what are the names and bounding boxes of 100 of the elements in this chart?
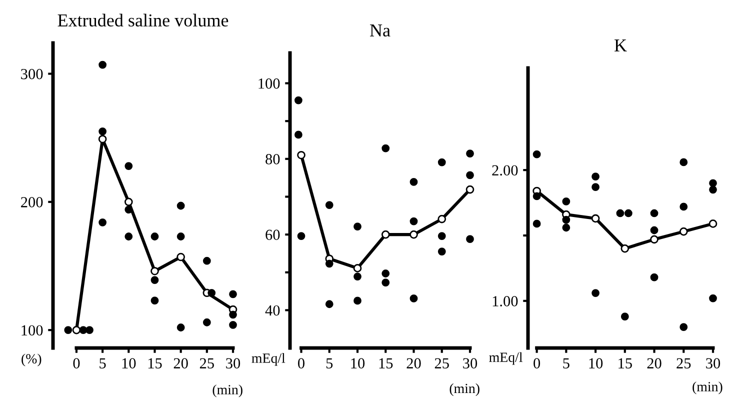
x-tick-label: 0 [298, 358, 304, 368]
point [466, 171, 474, 180]
point [562, 216, 570, 224]
y-tick-label: 300 [21, 68, 43, 80]
point [229, 310, 237, 319]
point [466, 235, 474, 244]
point [620, 312, 629, 321]
y-tick-label: 80 [266, 154, 280, 164]
point [592, 289, 600, 297]
x-axis-title: (min) [450, 383, 480, 396]
point [202, 318, 211, 326]
point [354, 296, 362, 305]
point [709, 294, 717, 302]
point [354, 272, 362, 280]
point [591, 214, 600, 223]
point [86, 326, 94, 334]
x-tick-label: 30 [706, 358, 720, 368]
point [382, 278, 390, 287]
point [325, 260, 334, 268]
point [438, 232, 446, 240]
point [79, 326, 88, 334]
point [708, 220, 718, 228]
point [98, 127, 107, 136]
x-tick-label: 0 [73, 358, 80, 368]
point [150, 296, 159, 305]
point [176, 324, 185, 332]
point [176, 252, 185, 262]
x-tick-label: 10 [122, 358, 136, 368]
point [709, 186, 717, 194]
point [64, 326, 72, 334]
point [124, 162, 133, 170]
y-axis-title: mEq/l [489, 352, 522, 365]
point [325, 300, 334, 308]
point [202, 256, 211, 265]
x-tick-label: 25 [200, 358, 214, 368]
x-tick-label: 20 [174, 358, 188, 368]
point [381, 230, 390, 239]
point [229, 320, 237, 329]
point [616, 209, 624, 218]
point [382, 144, 390, 152]
x-tick-label: 15 [618, 358, 632, 368]
point [592, 172, 600, 181]
point [410, 230, 418, 239]
y-tick-label: 2.00 [492, 165, 518, 176]
point [325, 201, 334, 209]
chart-title: Na [370, 24, 390, 37]
point [98, 134, 107, 144]
point [354, 222, 362, 231]
point [297, 150, 306, 160]
point [72, 326, 81, 334]
point [150, 266, 159, 276]
y-axis-title: mEq/l [252, 353, 286, 366]
x-tick-label: 30 [463, 358, 478, 368]
point [229, 290, 237, 298]
point [208, 288, 216, 297]
x-tick-label: 20 [406, 358, 421, 368]
x-axis-title: (min) [692, 382, 722, 394]
point [592, 183, 600, 192]
point [98, 218, 107, 226]
point [532, 150, 541, 158]
y-tick-label: 100 [258, 78, 280, 89]
x-tick-label: 15 [148, 358, 162, 368]
point [124, 232, 133, 240]
point [680, 158, 688, 166]
point [98, 60, 107, 69]
x-tick-label: 25 [434, 358, 449, 368]
y-tick-label: 40 [265, 305, 280, 316]
point [382, 270, 390, 278]
point [438, 248, 446, 256]
point [150, 232, 159, 240]
x-tick-label: 15 [379, 358, 393, 368]
point [680, 323, 688, 332]
point [410, 294, 418, 302]
point [562, 224, 570, 232]
y-tick-label: 60 [266, 230, 280, 240]
point [532, 220, 541, 228]
y-tick-label: 100 [22, 325, 43, 336]
point [438, 158, 446, 166]
y-tick-label: 1.00 [492, 296, 518, 306]
chart-title: K [614, 40, 627, 52]
x-tick-label: 10 [351, 358, 365, 368]
point [650, 209, 658, 218]
x-axis-title: (min) [212, 384, 242, 398]
point [466, 150, 474, 158]
x-tick-label: 5 [100, 358, 106, 368]
point [438, 214, 446, 224]
x-tick-label: 30 [226, 358, 240, 368]
point [297, 232, 306, 240]
y-tick-label: 200 [21, 197, 43, 208]
point [466, 185, 474, 194]
point [624, 209, 632, 218]
point [294, 130, 302, 139]
point [410, 217, 418, 226]
point [709, 179, 717, 188]
point [679, 227, 688, 236]
chart-title: Extruded saline volume [58, 14, 228, 27]
point [410, 178, 418, 186]
point [650, 273, 658, 282]
x-tick-label: 5 [326, 358, 333, 368]
point [353, 264, 362, 272]
